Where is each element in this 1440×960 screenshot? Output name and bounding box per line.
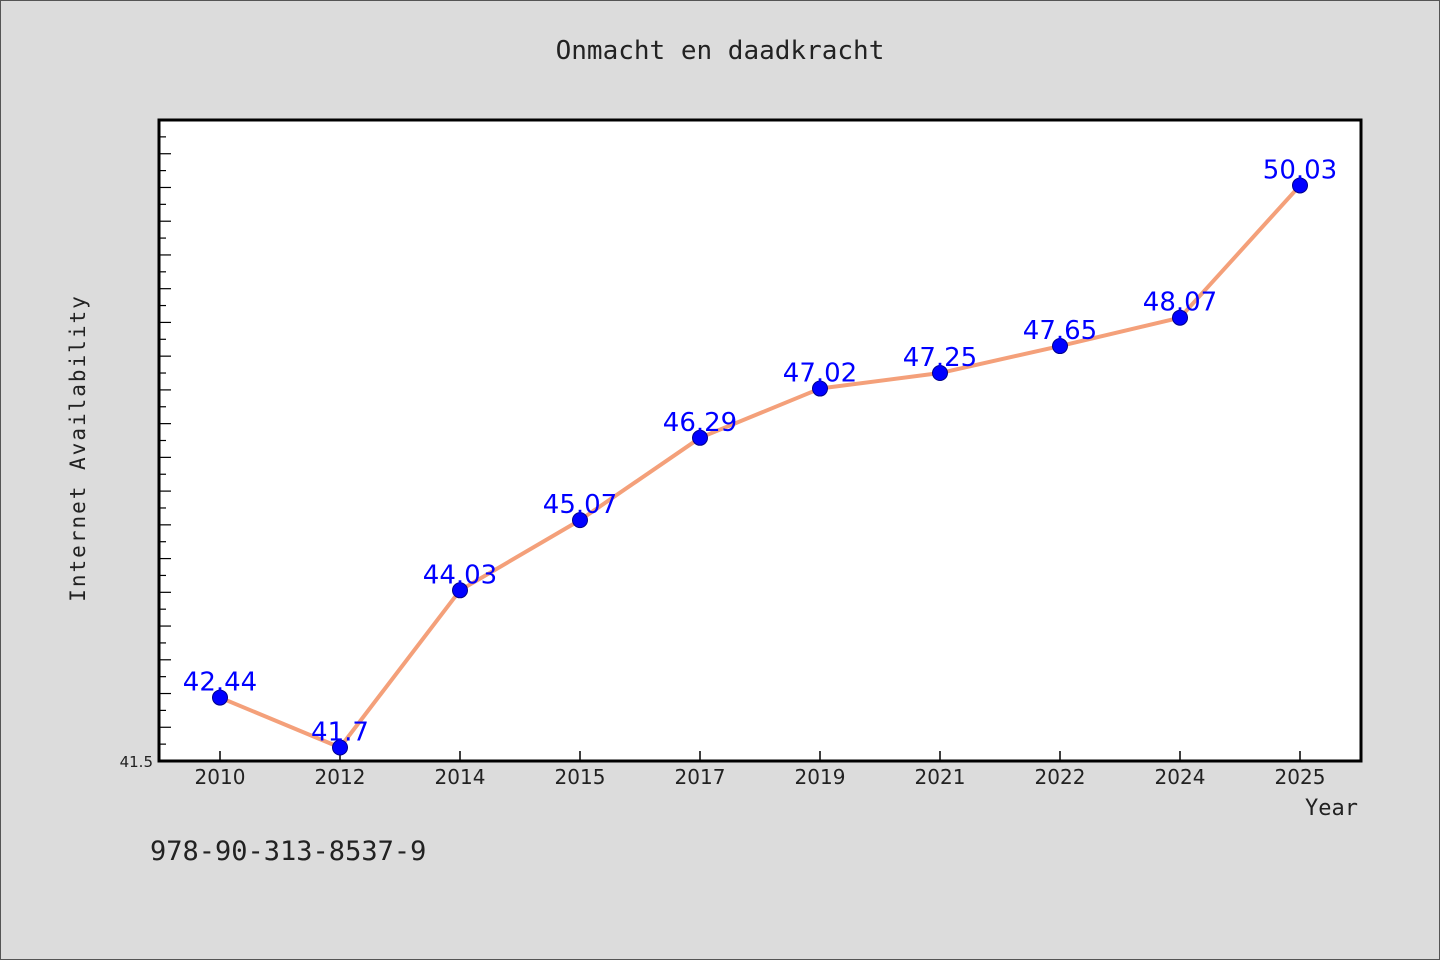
data-label: 41.7 <box>311 718 369 748</box>
data-label: 47.25 <box>903 343 977 373</box>
chart-title: Onmacht en daadkracht <box>555 36 885 66</box>
x-tick-label: 2024 <box>1155 765 1206 789</box>
plot-area <box>157 118 1363 763</box>
data-label: 50.03 <box>1263 155 1337 185</box>
data-point <box>332 739 348 756</box>
data-label: 46.29 <box>663 408 737 438</box>
x-tick-label: 2021 <box>915 765 966 789</box>
data-label: 44.03 <box>423 560 497 590</box>
data-label: 47.02 <box>783 359 857 389</box>
x-tick-label: 2019 <box>795 765 846 789</box>
data-point <box>1172 309 1188 326</box>
data-point <box>1292 177 1308 194</box>
data-label: 45.07 <box>543 490 617 520</box>
series-markers <box>212 177 1308 756</box>
y-axis-ticks: 41.5 <box>120 119 171 771</box>
y-tick-label: 41.5 <box>120 753 153 771</box>
x-axis-ticks: 2010 2012 2014 2015 2017 2019 2021 2022 2024 2025 <box>195 751 1326 789</box>
footer-code: 978-90-313-8537-9 <box>150 836 427 867</box>
x-tick-label: 2010 <box>195 765 246 789</box>
data-labels: 42.44 41.7 44.03 45.07 46.29 47.02 47.25 47.65 4… <box>183 155 1337 747</box>
data-point <box>812 380 828 397</box>
series-line <box>219 184 1302 750</box>
data-point <box>572 512 588 529</box>
x-tick-label: 2014 <box>435 765 486 789</box>
x-tick-label: 2012 <box>315 765 366 789</box>
data-point <box>692 429 708 446</box>
data-point <box>452 582 468 599</box>
data-label: 48.07 <box>1143 288 1217 318</box>
data-point <box>1052 338 1068 355</box>
data-point <box>932 365 948 382</box>
x-axis-label: Year <box>1305 796 1358 821</box>
data-label: 42.44 <box>183 668 257 698</box>
x-tick-label: 2022 <box>1035 765 1086 789</box>
data-point <box>212 689 228 706</box>
x-tick-label: 2025 <box>1275 765 1326 789</box>
data-label: 47.65 <box>1023 316 1097 346</box>
x-tick-label: 2017 <box>675 765 726 789</box>
x-tick-label: 2015 <box>555 765 606 789</box>
